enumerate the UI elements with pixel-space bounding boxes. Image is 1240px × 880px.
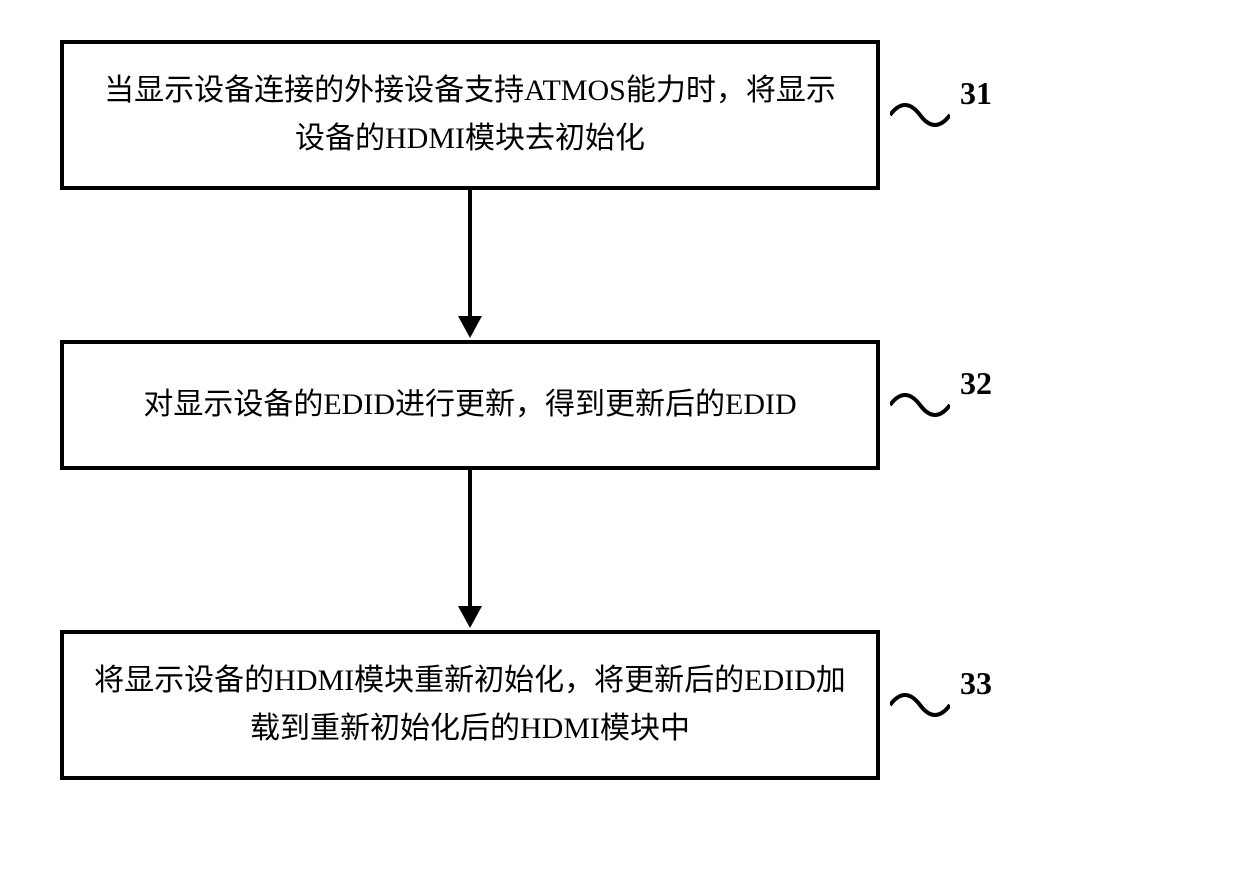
flowchart-step-3: 将显示设备的HDMI模块重新初始化，将更新后的EDID加载到重新初始化后的HDM… [60,630,880,780]
curve-connector-3 [890,685,950,725]
step-1-text: 当显示设备连接的外接设备支持ATMOS能力时，将显示设备的HDMI模块去初始化 [94,67,846,163]
arrow-2-line [468,470,472,608]
step-3-label: 33 [960,665,992,702]
step-1-label: 31 [960,75,992,112]
arrow-1-head [458,316,482,338]
step-2-label: 32 [960,365,992,402]
curve-connector-1 [890,95,950,135]
arrow-1-line [468,190,472,318]
step-3-text: 将显示设备的HDMI模块重新初始化，将更新后的EDID加载到重新初始化后的HDM… [94,657,846,753]
curve-connector-2 [890,385,950,425]
flowchart-step-2: 对显示设备的EDID进行更新，得到更新后的EDID [60,340,880,470]
step-2-text: 对显示设备的EDID进行更新，得到更新后的EDID [143,381,796,429]
flowchart-step-1: 当显示设备连接的外接设备支持ATMOS能力时，将显示设备的HDMI模块去初始化 [60,40,880,190]
flowchart-container: 当显示设备连接的外接设备支持ATMOS能力时，将显示设备的HDMI模块去初始化 … [0,0,1240,880]
arrow-2-head [458,606,482,628]
